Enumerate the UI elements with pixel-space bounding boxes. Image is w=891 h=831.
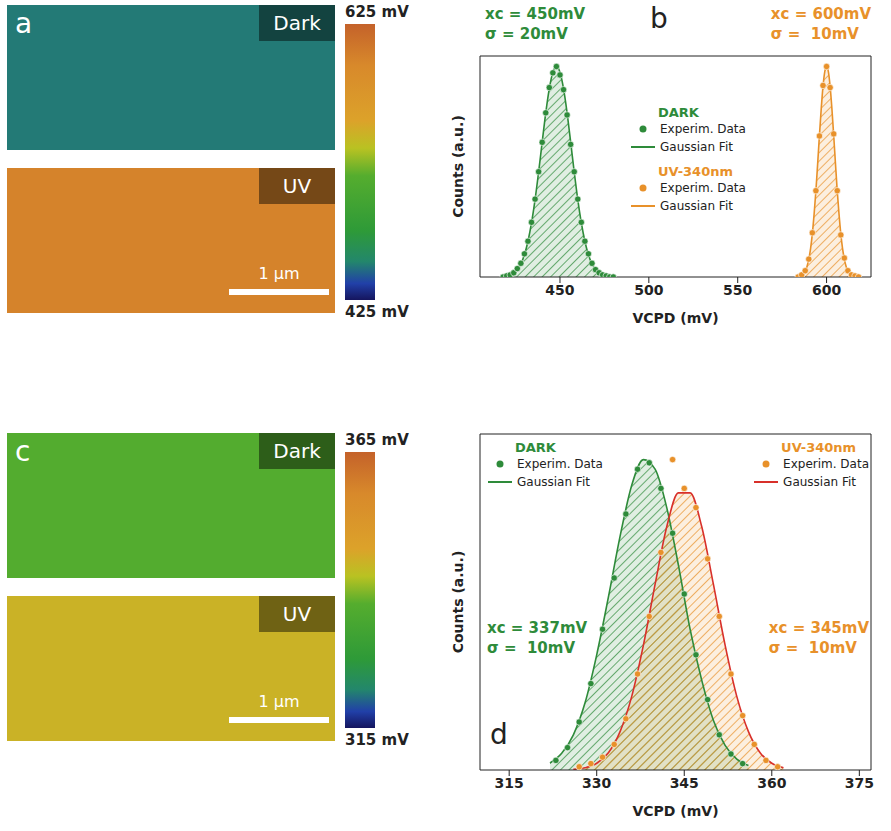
html-text:DARK: DARK <box>515 440 556 455</box>
html-text:625 mV: 625 mV <box>345 3 409 21</box>
svg-text:Counts (a.u.): Counts (a.u.) <box>450 115 466 218</box>
svg-text:550: 550 <box>723 282 752 298</box>
svg-text:375: 375 <box>845 775 874 791</box>
html-text:xc = 600mV: xc = 600mV <box>770 5 871 23</box>
svg-text:Counts (a.u.): Counts (a.u.) <box>450 551 466 654</box>
html-text:315 mV: 315 mV <box>345 731 409 749</box>
html-text:365 mV: 365 mV <box>345 431 409 449</box>
svg-text:450: 450 <box>545 282 574 298</box>
html-text:σ = 20mV: σ = 20mV <box>485 25 568 43</box>
svg-text:360: 360 <box>757 775 786 791</box>
svg-text:VCPD (mV): VCPD (mV) <box>632 310 718 326</box>
html-text:c: c <box>15 435 31 468</box>
html-text:425 mV: 425 mV <box>345 303 409 321</box>
html-text:xc = 337mV: xc = 337mV <box>487 619 588 637</box>
html-text:Experim. Data: Experim. Data <box>660 122 746 136</box>
svg-text:315: 315 <box>495 775 524 791</box>
html-text:xc = 450mV: xc = 450mV <box>485 5 586 23</box>
svg-text:330: 330 <box>582 775 611 791</box>
html-text:1 µm: 1 µm <box>258 692 300 711</box>
html-text:σ = 10mV: σ = 10mV <box>768 639 857 657</box>
html-text:UV-340nm: UV-340nm <box>658 164 733 179</box>
html-text:Dark: Dark <box>273 439 321 463</box>
html-text:a: a <box>15 7 33 40</box>
html-text:Gaussian Fit: Gaussian Fit <box>783 475 856 489</box>
html-text:Dark: Dark <box>273 11 321 35</box>
html-text:d: d <box>490 718 508 751</box>
html-text:DARK: DARK <box>658 105 699 120</box>
html-text:UV: UV <box>282 174 312 198</box>
html-text:Experim. Data: Experim. Data <box>660 181 746 195</box>
svg-text:500: 500 <box>634 282 663 298</box>
html-text:UV: UV <box>282 602 312 626</box>
html-text:σ = 10mV: σ = 10mV <box>487 639 575 657</box>
html-text:Gaussian Fit: Gaussian Fit <box>660 199 733 213</box>
html-text:xc = 345mV: xc = 345mV <box>768 619 869 637</box>
svg-text:600: 600 <box>812 282 841 298</box>
html-text:Experim. Data: Experim. Data <box>783 457 869 471</box>
html-text:σ = 10mV: σ = 10mV <box>770 25 859 43</box>
svg-text:345: 345 <box>670 775 699 791</box>
html-text:UV-340nm: UV-340nm <box>781 440 857 455</box>
html-text:Gaussian Fit: Gaussian Fit <box>517 475 590 489</box>
html-text:Experim. Data: Experim. Data <box>517 457 603 471</box>
html-text:Gaussian Fit: Gaussian Fit <box>660 140 733 154</box>
svg-text:VCPD (mV): VCPD (mV) <box>632 803 718 819</box>
html-text:b: b <box>650 2 668 35</box>
html-text:1 µm: 1 µm <box>258 264 300 283</box>
